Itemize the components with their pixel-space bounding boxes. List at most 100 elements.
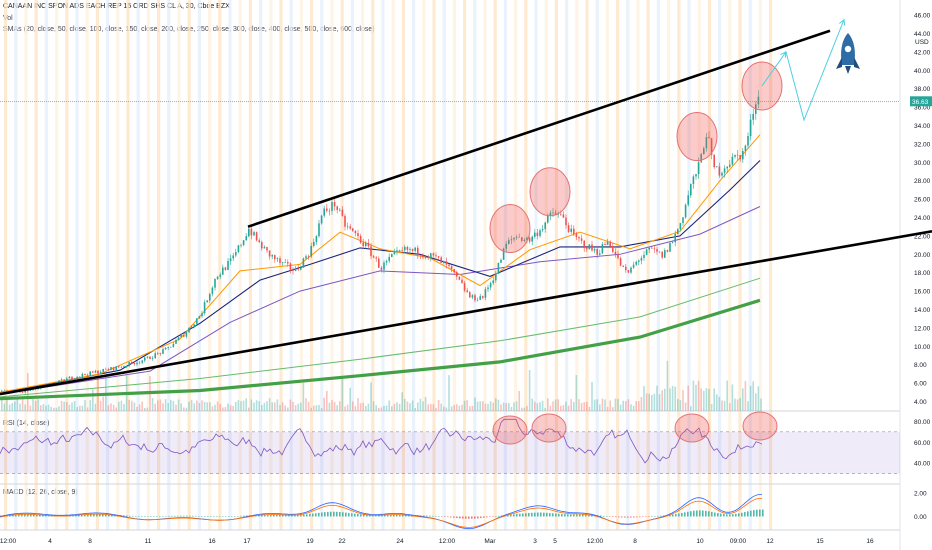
macd-histogram-bar xyxy=(567,514,569,517)
volume-bar xyxy=(224,407,227,411)
session-stripe xyxy=(585,0,589,530)
sma-100-line xyxy=(0,206,761,395)
session-stripe xyxy=(167,0,171,530)
macd-histogram-bar xyxy=(507,514,509,517)
candle-body xyxy=(552,212,554,214)
volume-bar xyxy=(427,404,429,411)
macd-histogram-bar xyxy=(243,515,245,517)
time-tick-label: 09:00 xyxy=(730,538,747,545)
macd-histogram-bar xyxy=(168,515,170,517)
volume-bar xyxy=(760,398,762,411)
candle-body xyxy=(677,229,679,235)
candle-body xyxy=(705,137,708,149)
volume-bar xyxy=(131,400,133,411)
volume-bar xyxy=(71,402,73,411)
candle-body xyxy=(307,256,310,257)
candle-body xyxy=(401,250,403,251)
macd-pane: 2.00 0.00 xyxy=(0,491,927,530)
macd-histogram-bar xyxy=(714,512,716,517)
candle-body xyxy=(643,254,645,258)
macd-histogram-bar xyxy=(270,514,272,517)
volume-bar xyxy=(645,393,648,411)
volume-bar xyxy=(487,403,489,411)
candle-body xyxy=(736,154,739,156)
macd-histogram-bar xyxy=(618,516,620,518)
macd-histogram-bar xyxy=(144,516,146,517)
sma-long-thick-line xyxy=(0,298,761,401)
volume-bar xyxy=(570,399,572,411)
candle-body xyxy=(432,253,435,256)
volume-bar xyxy=(653,393,656,411)
candle-body xyxy=(193,324,195,327)
macd-histogram-bar xyxy=(321,512,323,517)
candle-body xyxy=(120,367,123,368)
candle-body xyxy=(471,295,474,298)
candle-body xyxy=(549,212,552,216)
volume-bar xyxy=(513,402,515,411)
volume-bar xyxy=(554,399,557,411)
macd-histogram-bar xyxy=(216,516,218,517)
volume-bar xyxy=(497,399,500,411)
session-stripe xyxy=(432,0,436,530)
candle-body xyxy=(110,367,112,370)
candle-body xyxy=(523,240,526,241)
candle-body xyxy=(354,230,357,234)
candle-body xyxy=(721,172,723,176)
volume-bar xyxy=(424,396,427,411)
candle-body xyxy=(609,241,611,247)
volume-bar xyxy=(739,397,741,411)
macd-histogram-bar xyxy=(42,514,44,517)
candle-body xyxy=(580,238,583,241)
candle-body xyxy=(690,184,692,196)
macd-label: MACD (12, 26, close, 9) xyxy=(3,489,78,496)
volume-bar xyxy=(549,405,552,411)
candle-body xyxy=(723,168,726,173)
macd-histogram-bar xyxy=(678,513,680,517)
volume-bar xyxy=(432,404,435,411)
price-tick-label: 38.00 xyxy=(914,86,931,93)
candle-body xyxy=(567,225,570,232)
session-stripe xyxy=(4,0,8,530)
macd-histogram-bar xyxy=(393,514,395,517)
candle-body xyxy=(320,215,323,224)
candle-body xyxy=(606,241,609,245)
candle-body xyxy=(346,226,349,228)
macd-histogram-bar xyxy=(327,511,329,517)
volume-bar xyxy=(448,375,450,411)
macd-histogram-bar xyxy=(528,512,530,517)
volume-bar xyxy=(599,404,601,411)
session-stripe xyxy=(697,0,701,530)
macd-histogram-bar xyxy=(690,511,692,517)
candle-body xyxy=(263,247,266,249)
candle-body xyxy=(276,258,279,260)
macd-histogram-bar xyxy=(726,514,728,517)
macd-histogram-bar xyxy=(429,515,431,517)
macd-histogram-bar xyxy=(738,513,740,517)
macd-histogram-bar xyxy=(240,515,242,517)
macd-histogram-bar xyxy=(351,513,353,517)
candle-body xyxy=(326,208,328,211)
candle-body xyxy=(710,138,713,155)
macd-histogram-bar xyxy=(735,513,737,517)
volume-bar xyxy=(422,401,424,411)
candle-body xyxy=(526,237,528,241)
volume-bar xyxy=(359,403,362,411)
volume-bar xyxy=(240,401,242,411)
macd-histogram-bar xyxy=(279,514,281,517)
volume-bar xyxy=(588,406,591,411)
volume-bar xyxy=(593,399,596,411)
volume-bar xyxy=(154,403,156,411)
macd-histogram-bar xyxy=(33,514,35,517)
candle-body xyxy=(170,346,172,348)
macd-histogram-bar xyxy=(111,514,113,517)
volume-bar xyxy=(141,401,143,411)
candle-body xyxy=(697,162,700,175)
session-stripe xyxy=(361,0,365,530)
volume-bar xyxy=(255,400,258,411)
volume-bar xyxy=(565,401,567,411)
session-stripe xyxy=(758,0,762,530)
volume-bar xyxy=(404,398,406,411)
macd-histogram-bar xyxy=(570,514,572,517)
candle-body xyxy=(440,257,442,263)
